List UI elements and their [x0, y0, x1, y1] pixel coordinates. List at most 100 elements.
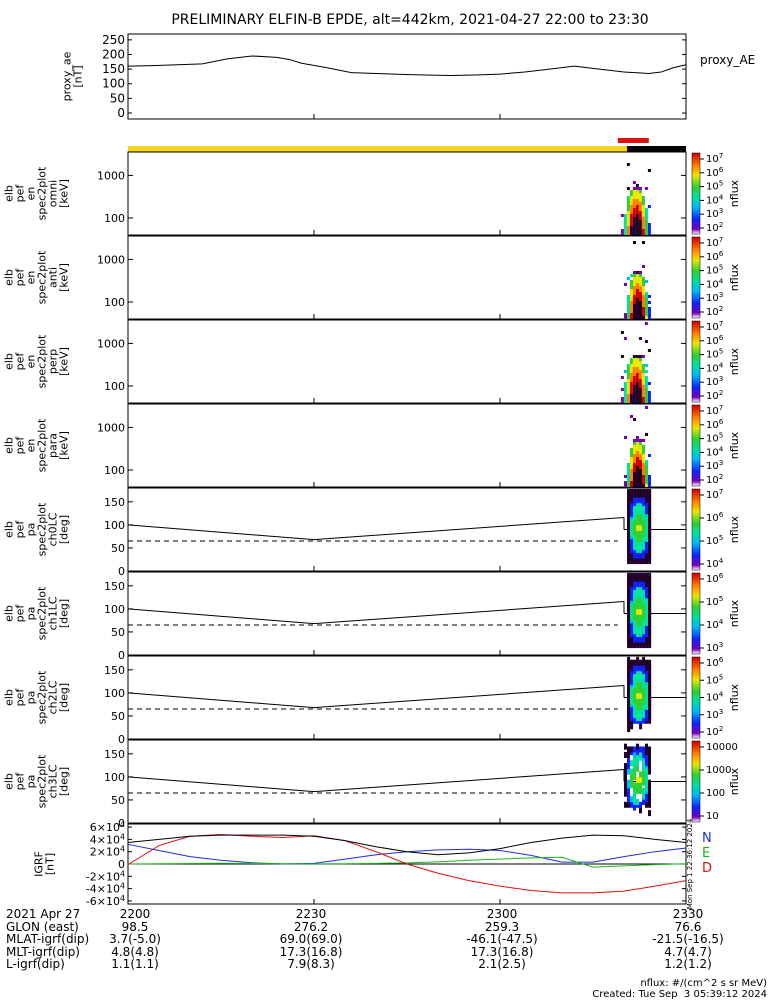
ytick-label: 0: [118, 565, 125, 578]
spectrogram-cell: [624, 484, 627, 487]
ylabel-line: [nT]: [44, 853, 57, 875]
ytick-label: 6×104: [90, 820, 125, 834]
spectrogram-cell: [636, 478, 639, 481]
spectrogram-cell: [635, 211, 639, 214]
colorbar-tick-label: 100: [706, 788, 725, 799]
spectrogram-cell: [629, 223, 633, 226]
tick-exponent: 6: [719, 655, 724, 664]
spectrogram-cell: [645, 307, 648, 310]
spectrogram-cell: [633, 289, 636, 292]
loss-cone-line: [127, 601, 625, 625]
spectrogram-cell: [623, 220, 627, 223]
orbit-day-bar: [128, 146, 628, 152]
spectrogram-cell: [630, 448, 633, 451]
footer-value: 1.1(1.1): [111, 957, 159, 971]
spectrogram-cell: [639, 286, 642, 289]
ylabel-line: [deg]: [58, 599, 71, 628]
ylabel-line: spec2plot: [36, 250, 49, 304]
ylabel-line: omni: [47, 180, 60, 207]
colorbar-tick-label: 104: [706, 276, 724, 290]
spectrogram-cell: [636, 280, 639, 283]
spectrogram-cell: [626, 364, 630, 367]
tick-exponent: 4: [719, 690, 724, 699]
spectrogram-cell: [642, 457, 645, 460]
spectrogram-cell: [647, 232, 651, 235]
created-note: Created: Tue Sep 3 05:39:12 2024: [592, 989, 767, 1000]
spectrogram-cell: [642, 241, 645, 244]
spectrogram-cell: [642, 469, 645, 472]
pitch-angle-cell: [636, 488, 640, 495]
spectrogram-cell: [641, 208, 645, 211]
pitch-angle-cell: [624, 751, 627, 758]
spectrogram-cell: [620, 397, 624, 400]
spectrogram-cell: [635, 400, 639, 403]
spectrogram-cell: [632, 232, 636, 235]
spectrogram-cell: [632, 376, 636, 379]
tick-exponent: 6: [719, 417, 724, 426]
spectrogram-cell: [645, 313, 648, 316]
ylabel-line: pef: [14, 772, 27, 791]
spectrogram-cell: [629, 391, 633, 394]
ylabel-line: [deg]: [58, 515, 71, 544]
ytick-label: -6×104: [86, 894, 125, 908]
panel-frame: [127, 319, 687, 404]
spectrogram-cell: [626, 208, 630, 211]
spectrogram-cell: [645, 304, 648, 307]
spectrogram-cell: [632, 367, 636, 370]
tick-base: 10: [706, 322, 719, 333]
igrf-legend-D: D: [702, 861, 712, 876]
footer-value: 259.3: [484, 919, 520, 934]
spectrogram-cell: [627, 466, 630, 469]
spectrogram-cell: [635, 355, 639, 358]
colorbar-label: nflux: [728, 179, 741, 207]
ytick-label: 100: [104, 603, 125, 616]
spectrogram-cell: [635, 208, 639, 211]
pitch-angle-cell: [630, 572, 634, 579]
spectrogram-cell: [626, 367, 630, 370]
colorbar-tick-label: 107: [706, 487, 723, 501]
pitch-angle-cell: [633, 782, 636, 789]
spectrogram-cell: [627, 313, 630, 316]
spectrogram-cell: [636, 454, 639, 457]
pitch-angle-cell: [642, 799, 645, 806]
tick-base: 10: [706, 406, 719, 417]
pitch-angle-cell: [642, 746, 645, 753]
spectrogram-cell: [644, 226, 648, 229]
tick-exponent: 5: [719, 179, 724, 188]
spectrogram-cell: [629, 394, 633, 397]
panel-pa-ch2LC: elbpefpaspec2plotch2LC[deg]1501005001061…: [3, 655, 742, 746]
spectrogram-cell: [629, 379, 633, 382]
igrf-series-line: [127, 833, 687, 894]
spectrogram-cell: [635, 373, 639, 376]
tick-exponent: 3: [719, 206, 724, 215]
colorbar-tick-label: 104: [706, 690, 724, 704]
spectrogram-cell: [623, 394, 627, 397]
spectrogram-cell: [633, 298, 636, 301]
colorbar-tick-label: 104: [706, 556, 724, 570]
spectrogram-cell: [635, 184, 639, 187]
colorbar-label: nflux: [728, 431, 741, 459]
spectrogram-cell: [630, 298, 633, 301]
ytick-label: 150: [104, 496, 125, 509]
tick-exponent: 4: [719, 617, 724, 626]
spectrogram-cell: [642, 460, 645, 463]
tick-base: 10: [706, 154, 719, 165]
spectrogram-cell: [635, 394, 639, 397]
ylabel-line: elb: [3, 689, 16, 706]
ylabel-line: para: [47, 433, 60, 458]
colorbar-tick-label: 104: [706, 192, 724, 206]
panel-frame: [127, 403, 687, 488]
spectrogram-cell: [627, 277, 630, 280]
spectrogram-cell: [639, 484, 642, 487]
spectrogram-cell: [630, 313, 633, 316]
spectrogram-cell: [623, 337, 627, 340]
spectrogram-cell: [645, 460, 648, 463]
units-note: nflux: #/(cm^2 s sr MeV): [640, 978, 767, 989]
spectrogram-cell: [638, 232, 642, 235]
spectrogram-cell: [633, 286, 636, 289]
colorbar-tick-label: 104: [706, 617, 724, 631]
colorbar-tick-label: 10000: [706, 742, 738, 753]
spectrogram-cell: [636, 481, 639, 484]
spectrogram-cell: [636, 271, 639, 274]
tick-exponent: 4: [120, 820, 125, 829]
